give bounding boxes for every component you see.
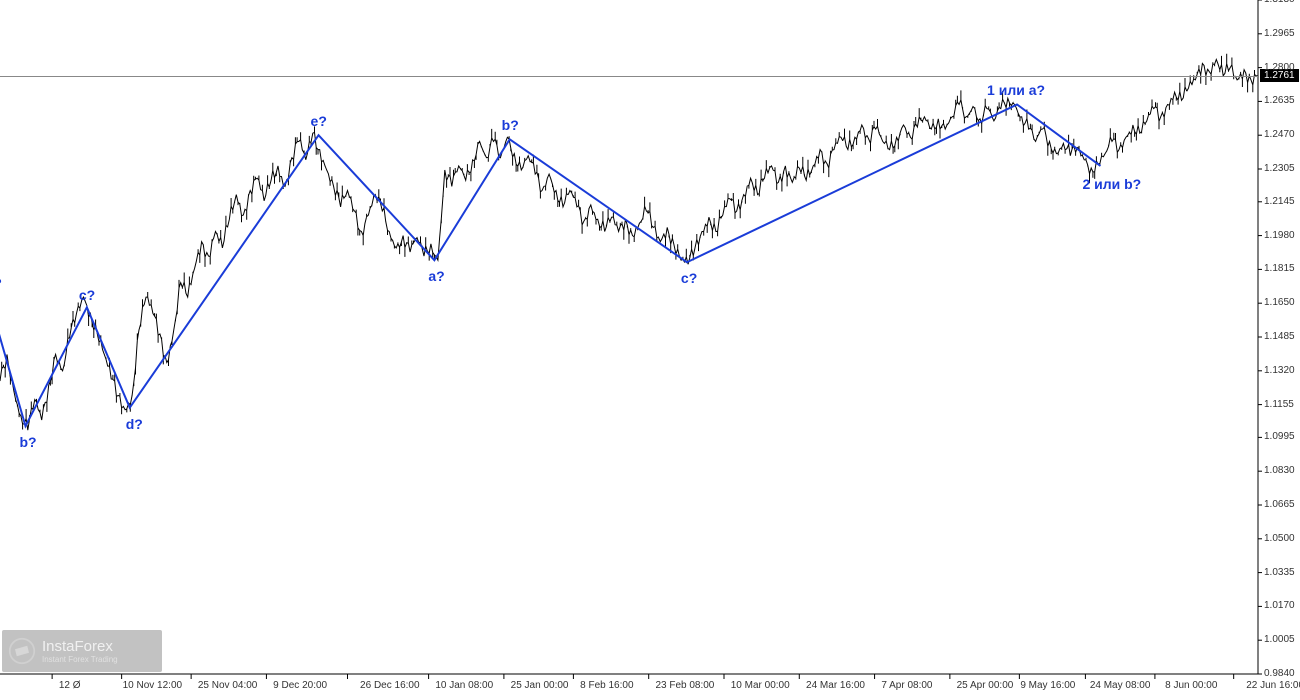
x-axis-tick-label: 24 May 08:00 [1090,680,1151,691]
y-axis-tick-label: 1.1485 [1264,331,1295,342]
elliott-wave-label: ? [0,275,2,291]
y-axis-tick-label: 1.2635 [1264,95,1295,106]
watermark-tagline: Instant Forex Trading [42,656,118,664]
x-axis-tick-label: 10 Mar 00:00 [731,680,790,691]
x-axis-tick-label: 25 Apr 00:00 [957,680,1014,691]
watermark-badge: InstaForex Instant Forex Trading [2,630,162,672]
y-axis-tick-label: 1.0830 [1264,465,1295,476]
chart-container: { "canvas": { "width": 1300, "height": 7… [0,0,1300,700]
x-axis-tick-label: 10 Nov 12:00 [123,680,183,691]
y-axis-tick-label: 0.9840 [1264,668,1295,679]
x-axis-tick-label: 9 Dec 20:00 [273,680,327,691]
elliott-wave-label: b? [19,434,36,450]
elliott-wave-label: c? [681,270,697,286]
x-axis-tick-label: 9 May 16:00 [1020,680,1075,691]
y-axis-tick-label: 1.0995 [1264,431,1295,442]
y-axis-tick-label: 1.1320 [1264,365,1295,376]
watermark-brand: InstaForex [42,639,118,654]
elliott-wave-label: b? [502,117,519,133]
x-axis-tick-label: 8 Feb 16:00 [580,680,633,691]
instaforex-logo-icon [8,637,36,665]
x-axis-tick-label: 10 Jan 08:00 [435,680,493,691]
elliott-wave-label: e? [311,113,327,129]
x-axis-tick-label: 24 Mar 16:00 [806,680,865,691]
x-axis-tick-label: 22 Jun 16:00 [1246,680,1300,691]
x-axis-tick-label: 12 Ø [59,680,81,691]
y-axis-tick-label: 1.2305 [1264,163,1295,174]
elliott-wave-label: c? [79,287,95,303]
y-axis-tick-label: 1.2965 [1264,28,1295,39]
y-axis-tick-label: 1.0665 [1264,499,1295,510]
y-axis-tick-label: 1.3130 [1264,0,1295,5]
y-axis-tick-label: 1.0170 [1264,600,1295,611]
elliott-wave-label: 2 или b? [1082,176,1141,192]
y-axis-tick-label: 1.0005 [1264,634,1295,645]
x-axis-tick-label: 25 Nov 04:00 [198,680,258,691]
watermark-text: InstaForex Instant Forex Trading [42,639,118,664]
current-price-line [0,76,1258,77]
y-axis-tick-label: 1.2470 [1264,129,1295,140]
y-axis-tick-label: 1.1650 [1264,297,1295,308]
y-axis-tick-label: 1.2145 [1264,196,1295,207]
elliott-wave-label: 1 или a? [987,82,1045,98]
elliott-wave-label: d? [126,416,143,432]
x-axis-tick-label: 8 Jun 00:00 [1165,680,1217,691]
y-axis-tick-label: 1.1815 [1264,263,1295,274]
elliott-wave-label: a? [428,268,444,284]
x-axis-tick-label: 23 Feb 08:00 [655,680,714,691]
y-axis-tick-label: 1.1155 [1264,399,1294,410]
y-axis-tick-label: 1.2800 [1264,62,1295,73]
x-axis-tick-label: 26 Dec 16:00 [360,680,420,691]
y-axis-tick-label: 1.0335 [1264,567,1295,578]
x-axis-tick-label: 25 Jan 00:00 [511,680,569,691]
x-axis-tick-label: 7 Apr 08:00 [881,680,932,691]
y-axis-tick-label: 1.0500 [1264,533,1295,544]
y-axis-tick-label: 1.1980 [1264,230,1295,241]
chart-svg [0,0,1300,700]
